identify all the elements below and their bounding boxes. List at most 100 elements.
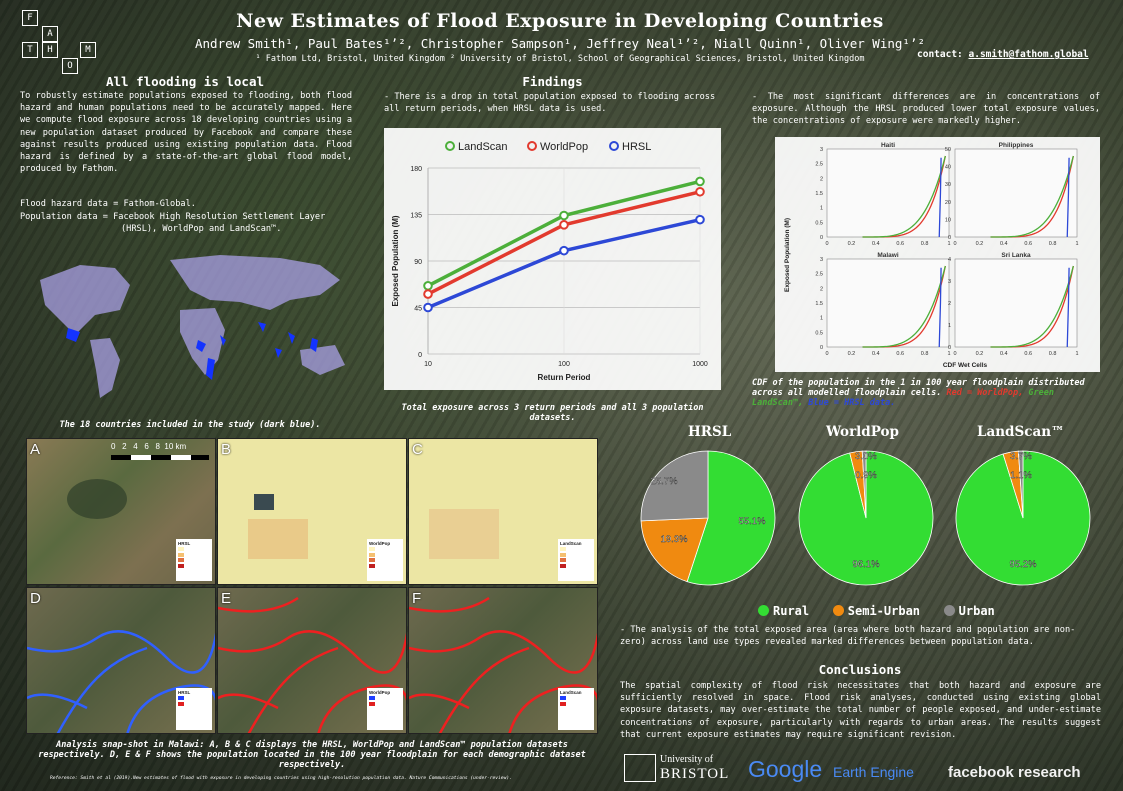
cdf-caption-text: CDF of the population in the 1 in 100 ye…	[752, 378, 1085, 398]
intro-body: To robustly estimate populations exposed…	[20, 91, 352, 175]
cdf-curve-landscan	[990, 155, 1074, 238]
y-tick-label: 90	[414, 259, 422, 266]
cdf-y-tick: 0	[820, 235, 823, 241]
data-point	[695, 186, 705, 197]
tile-e: E WorldPop	[217, 587, 407, 734]
pie-slice-urban	[1017, 450, 1024, 519]
contact: contact: a.smith@fathom.global	[917, 49, 1089, 60]
malawi-caption: Analysis snap-shot in Malawi: A, B & C d…	[38, 740, 586, 770]
legend-semi-urban: Semi-Urban	[832, 604, 920, 618]
cdf-panel-title: Haiti	[881, 142, 895, 149]
tile-f: F LandScan	[408, 587, 598, 734]
tile-legend: HRSL	[176, 539, 212, 581]
cdf-x-tick: 0.8	[921, 351, 929, 357]
cdf-y-tick: 3	[948, 279, 951, 285]
finding-point-1: - There is a drop in total population ex…	[384, 92, 716, 115]
logo-letter: A	[42, 26, 58, 42]
urban-swatch	[943, 605, 955, 616]
cdf-y-tick: 0.5	[815, 220, 823, 226]
cdf-y-tick: 1	[820, 206, 823, 212]
poster-title: New Estimates of Flood Exposure in Devel…	[236, 10, 884, 32]
cdf-panel	[954, 258, 1078, 348]
cdf-curve-hrsl	[938, 267, 942, 348]
cdf-x-tick: 0	[825, 241, 828, 247]
findings-heading: Findings	[522, 74, 583, 89]
bristol-text-1: University of	[660, 754, 714, 765]
pie-label: 3.7%	[1010, 451, 1032, 462]
logo-letter: T	[22, 42, 38, 58]
tile-letter: E	[221, 590, 232, 607]
pie-label: 95.2%	[1010, 559, 1037, 570]
rural-swatch	[758, 605, 769, 616]
facebook-research-logo: facebook research	[948, 764, 1081, 781]
cdf-x-tick: 0.4	[1000, 351, 1008, 357]
cdf-x-tick: 0	[953, 351, 956, 357]
tile-letter: F	[412, 590, 422, 607]
x-tick-label: 1000	[692, 361, 708, 368]
cdf-curve-hrsl	[1066, 157, 1070, 238]
logo-letter: H	[42, 42, 58, 58]
data-point	[423, 281, 433, 291]
cdf-y-tick: 0.5	[815, 330, 823, 336]
legend-marker	[527, 141, 537, 151]
cdf-x-label: CDF Wet Cells	[943, 362, 988, 369]
semi-urban-swatch	[832, 605, 844, 616]
x-tick-label: 10	[424, 361, 432, 368]
cdf-x-tick: 1	[1075, 241, 1078, 247]
pie-label: 19.3%	[661, 534, 688, 545]
cdf-x-tick: 0.6	[896, 241, 904, 247]
conclusions-body: The spatial complexity of flood risk nec…	[620, 681, 1101, 740]
cdf-y-tick: 30	[945, 182, 951, 188]
study-countries	[66, 322, 318, 380]
pie-legend: Rural Semi-Urban Urban	[758, 601, 1018, 620]
tile-d: D HRSL	[26, 587, 216, 734]
earth-engine-logo: Earth Engine	[833, 764, 914, 780]
tile-legend: LandScan	[558, 688, 594, 730]
data-point	[559, 220, 569, 230]
data-point	[559, 210, 569, 221]
pie-label: 0.9%	[855, 470, 877, 481]
google-logo: Google	[748, 756, 823, 782]
legend-urban: Urban	[943, 604, 995, 618]
cdf-x-tick: 0	[825, 351, 828, 357]
cdf-x-tick: 1	[1075, 351, 1078, 357]
cdf-x-tick: 0.4	[1000, 241, 1008, 247]
fathom-logo: F A T H O M	[22, 10, 98, 82]
hazard-line: Flood hazard data = Fathom-Global.	[20, 199, 196, 209]
cdf-chart: Haiti 0 0.5 1 1.5 2 2.5 3 0 0.2 0.4 0.6 0.8 1 Philippi…	[775, 137, 1100, 372]
cdf-x-tick: 0	[953, 241, 956, 247]
cdf-y-tick: 2	[948, 301, 951, 307]
legend-marker	[445, 141, 455, 151]
finding-point-2: - The most significant differences are i…	[752, 92, 1100, 127]
cdf-caption-green: Green LandScan™,	[752, 388, 1054, 408]
cdf-curve-hrsl	[938, 157, 942, 238]
cdf-y-tick: 1.5	[815, 191, 823, 197]
cdf-x-tick: 0.6	[1024, 241, 1032, 247]
cdf-y-tick: 10	[945, 217, 951, 223]
tile-b-texture	[248, 519, 308, 559]
legend-rural: Rural	[758, 604, 809, 618]
tile-c-texture	[429, 509, 499, 559]
cdf-x-tick: 0.2	[976, 241, 984, 247]
cdf-y-tick: 2	[820, 176, 823, 182]
cdf-y-tick: 3	[820, 257, 823, 263]
logo-letter: O	[62, 58, 78, 74]
cdf-y-tick: 2.5	[815, 162, 823, 168]
cdf-x-tick: 0.8	[921, 241, 929, 247]
cdf-y-tick: 1	[820, 316, 823, 322]
cdf-y-tick: 40	[945, 165, 951, 171]
line-chart-svg: 0 45 90 135 180 10 100 1000 Return Period Exposed…	[391, 141, 708, 382]
bristol-crest-icon	[624, 754, 656, 782]
authors: Andrew Smith¹, Paul Bates¹ʼ², Christophe…	[195, 36, 925, 51]
cdf-x-tick: 0.4	[872, 241, 880, 247]
tile-d-network	[27, 630, 215, 733]
cdf-panel-title: Philippines	[999, 142, 1034, 149]
logo-letter: M	[80, 42, 96, 58]
y-tick-label: 180	[410, 166, 422, 173]
contact-email-link[interactable]: a.smith@fathom.global	[968, 49, 1089, 60]
cdf-panel-title: Sri Lanka	[1001, 252, 1031, 259]
population-line-2: (HRSL), WorldPop and LandScan™.	[121, 224, 282, 234]
cdf-panel	[826, 258, 950, 348]
scale-label: 0 2 4 6 8 10 km	[111, 442, 187, 451]
